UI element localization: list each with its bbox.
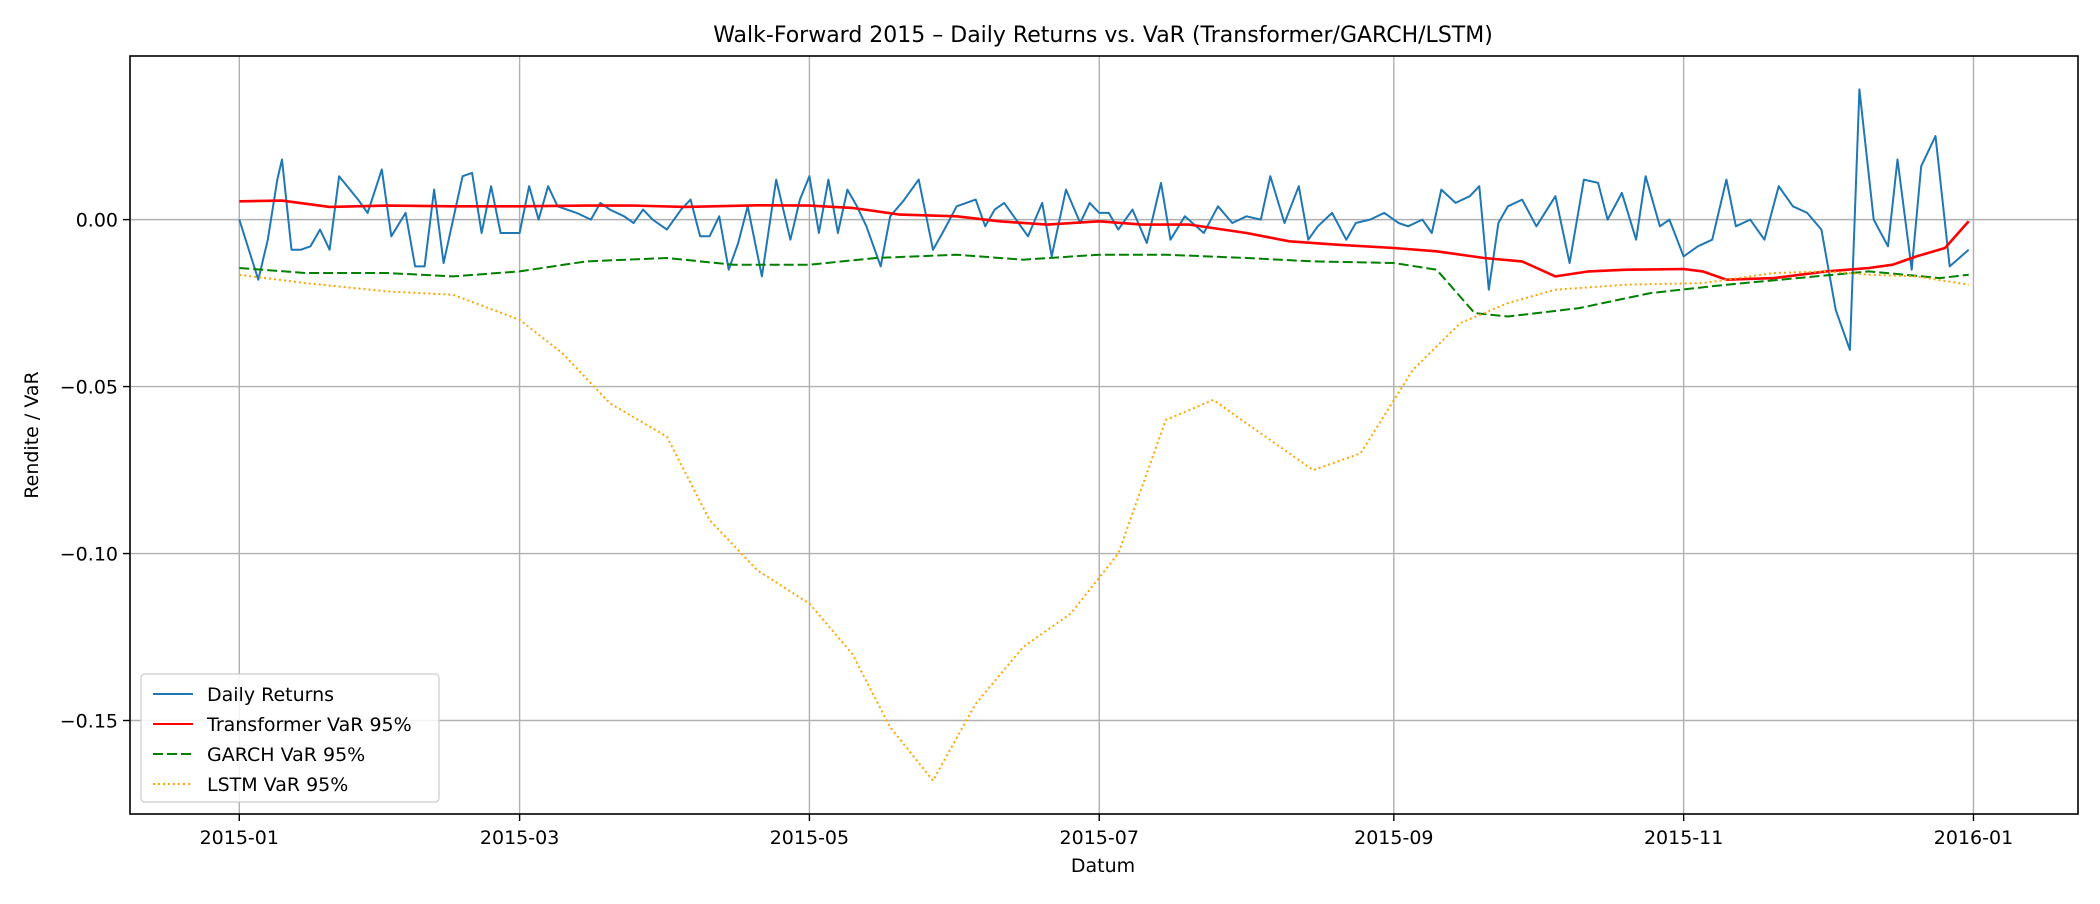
x-tick-label: 2015-05 bbox=[770, 827, 849, 849]
series-line-garch-var-95 bbox=[239, 253, 1969, 318]
legend-label: Transformer VaR 95% bbox=[206, 714, 412, 736]
series-line-transformer-var-95 bbox=[239, 199, 1970, 282]
chart-title: Walk-Forward 2015 – Daily Returns vs. Va… bbox=[713, 23, 1493, 48]
legend-label: LSTM VaR 95% bbox=[207, 774, 348, 796]
y-axis-ticks: 0.00 −0.05 −0.10 −0.15 bbox=[60, 210, 130, 733]
x-tick-label: 2015-03 bbox=[480, 827, 559, 849]
x-tick-label: 2015-09 bbox=[1354, 827, 1433, 849]
series-line-lstm-var-95 bbox=[239, 270, 1969, 782]
x-tick-label: 2015-11 bbox=[1644, 827, 1723, 849]
y-tick-label: 0.00 bbox=[76, 210, 118, 232]
series-lines bbox=[238, 88, 1970, 782]
y-tick-label: −0.10 bbox=[60, 544, 118, 566]
legend-label: Daily Returns bbox=[207, 684, 334, 706]
y-axis-label: Rendite / VaR bbox=[21, 371, 43, 498]
y-tick-label: −0.15 bbox=[60, 711, 118, 733]
legend-label: GARCH VaR 95% bbox=[207, 744, 365, 766]
legend: Daily Returns Transformer VaR 95% GARCH Va… bbox=[140, 673, 440, 803]
x-axis-ticks: 2015-01 2015-03 2015-05 2015-07 2015-09 2015-… bbox=[200, 814, 2013, 849]
y-tick-label: −0.05 bbox=[60, 377, 118, 399]
x-tick-label: 2015-07 bbox=[1060, 827, 1139, 849]
plot-frame bbox=[129, 55, 2079, 815]
x-axis-label: Datum bbox=[1071, 855, 1135, 877]
x-tick-label: 2015-01 bbox=[200, 827, 279, 849]
series-line-daily-returns bbox=[238, 88, 1970, 351]
x-tick-label: 2016-01 bbox=[1934, 827, 2013, 849]
legend-box bbox=[140, 673, 440, 803]
